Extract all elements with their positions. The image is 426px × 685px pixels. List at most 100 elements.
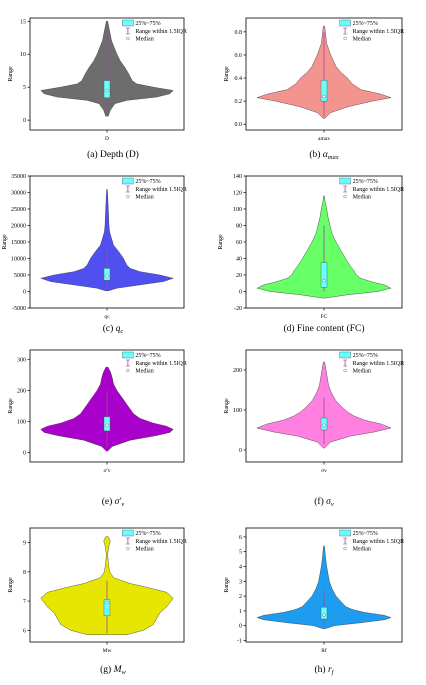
y-axis-label: Range: [224, 577, 230, 593]
legend-box-label: 25%~75%: [353, 179, 378, 185]
legend-median-swatch: [343, 368, 347, 373]
y-tick-label: -5000: [12, 306, 26, 312]
y-axis-label: Range: [8, 66, 14, 82]
y-tick-label: 0: [239, 624, 242, 630]
median-marker: [105, 274, 109, 278]
y-tick-label: 25000: [11, 207, 26, 213]
y-axis-label: Range: [218, 234, 224, 250]
y-tick-label: 6: [23, 628, 26, 634]
x-axis-label: σv: [321, 468, 327, 474]
panel-7: 6 7 8 9 Range Mw 25%~75% Range within 1.5IQR Med…: [8, 527, 187, 676]
legend-median-swatch: [126, 368, 130, 373]
legend-median-label: Median: [135, 195, 153, 201]
y-tick-label: 8: [23, 570, 26, 576]
legend-box-label: 25%~75%: [353, 531, 378, 537]
panel-8: -1 0 1 2 3 4 5 6 Range Rf 25%~75% Range within 1.5I…: [224, 527, 405, 676]
y-tick-label: 20: [236, 273, 242, 279]
legend-box-label: 25%~75%: [135, 179, 160, 185]
x-axis-label: FC: [321, 314, 328, 320]
panel-caption: (c) qc: [103, 323, 124, 335]
y-tick-label: 40: [236, 257, 242, 263]
y-tick-label: -1: [237, 639, 242, 645]
legend-box-label: 25%~75%: [135, 21, 160, 27]
y-axis-label: Range: [224, 398, 230, 414]
x-axis-label: qc: [104, 314, 110, 320]
panel-caption: (g) Mw: [100, 664, 126, 676]
y-tick-label: 200: [17, 388, 26, 394]
iqr-box: [320, 607, 328, 620]
y-tick-label: 6: [239, 535, 242, 541]
legend-box-label: 25%~75%: [135, 531, 160, 537]
legend-whisker-label: Range within 1.5IQR: [353, 539, 405, 545]
legend-box-label: 25%~75%: [353, 21, 378, 27]
median-marker: [105, 600, 109, 605]
legend-box-swatch: [339, 351, 351, 359]
legend-box-swatch: [339, 19, 351, 27]
legend-box-swatch: [339, 177, 351, 185]
panel-caption: (e) σ′v: [102, 496, 125, 508]
y-tick-label: 80: [236, 224, 242, 230]
iqr-box: [103, 599, 111, 616]
legend-box-label: 25%~75%: [135, 353, 160, 359]
y-tick-label: 30000: [11, 191, 26, 197]
median-marker: [105, 88, 109, 93]
y-tick-label: 100: [17, 420, 26, 426]
legend-median-label: Median: [353, 369, 371, 375]
x-axis-label: amax: [318, 136, 330, 142]
y-axis-label: Range: [8, 398, 14, 414]
y-tick-label: 100: [233, 408, 242, 414]
panel-caption: (f) σv: [314, 496, 334, 508]
y-tick-label: 120: [233, 191, 242, 197]
legend-median-swatch: [126, 546, 130, 551]
y-tick-label: 140: [233, 174, 242, 180]
panel-caption: (d) Fine content (FC): [283, 323, 364, 334]
y-tick-label: 0.4: [235, 76, 243, 82]
y-tick-label: 15: [20, 19, 26, 25]
iqr-box: [320, 80, 328, 102]
y-tick-label: 0.0: [235, 122, 243, 128]
legend-median-label: Median: [353, 195, 371, 201]
median-marker: [322, 423, 326, 427]
panel-caption: (b) αmax: [309, 149, 338, 161]
panel-1: 0 5 10 15 Range D 25%~75% Range within 1.5IQR Me…: [8, 17, 187, 160]
legend-box-swatch: [122, 529, 134, 537]
panel-5: 0 100 200 300 Range σ′v 25%~75% Range within 1.…: [8, 349, 187, 508]
panel-caption: (h) rf: [315, 664, 335, 676]
panel-6: 0 100 200 Range σv 25%~75% Range within 1.5IQR…: [224, 349, 404, 508]
y-tick-label: 10: [20, 52, 26, 58]
y-axis-label: Range: [2, 234, 8, 250]
y-tick-label: 5000: [14, 273, 26, 279]
y-tick-label: -20: [234, 306, 242, 312]
legend-median-swatch: [343, 546, 347, 551]
y-tick-label: 7: [23, 599, 26, 605]
median-marker: [322, 279, 326, 283]
y-tick-label: 0: [239, 448, 242, 454]
legend-median-label: Median: [135, 547, 153, 553]
y-tick-label: 0: [239, 290, 242, 296]
y-tick-label: 35000: [11, 174, 26, 180]
y-axis-label: Range: [224, 66, 230, 82]
y-tick-label: 3: [239, 579, 242, 585]
violin-body: [40, 189, 174, 292]
median-marker: [322, 94, 326, 99]
y-tick-label: 0: [23, 451, 26, 457]
y-tick-label: 200: [233, 368, 242, 374]
y-tick-label: 15000: [11, 240, 26, 246]
legend-whisker-label: Range within 1.5IQR: [135, 361, 187, 367]
median-marker: [105, 423, 109, 427]
y-tick-label: 9: [23, 541, 26, 547]
median-marker: [322, 613, 326, 617]
panel-2: 0.0 0.2 0.4 0.6 0.8 Range amax 25%~75% Range wit…: [224, 17, 404, 161]
violin-body: [256, 545, 392, 629]
legend-box-swatch: [122, 351, 134, 359]
y-tick-label: 4: [239, 564, 242, 570]
y-tick-label: 5: [23, 85, 26, 91]
legend-median-swatch: [343, 194, 347, 199]
panel-caption: (a) Depth (D): [87, 149, 139, 160]
legend-median-label: Median: [353, 37, 371, 43]
legend-box-swatch: [339, 529, 351, 537]
y-tick-label: 0: [23, 290, 26, 296]
y-tick-label: 0.8: [235, 30, 243, 36]
legend-box-label: 25%~75%: [353, 353, 378, 359]
